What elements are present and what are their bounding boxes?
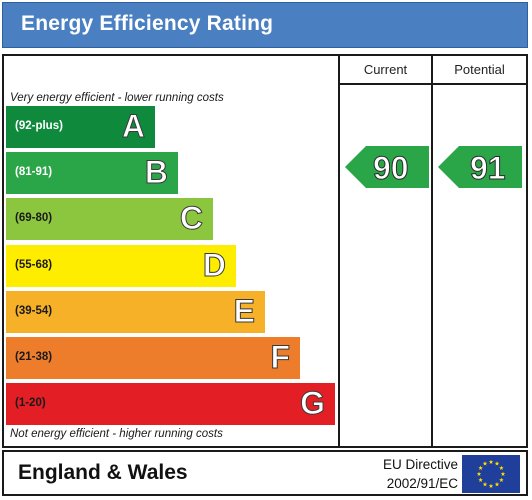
header-bar: Energy Efficiency Rating xyxy=(2,2,528,48)
band-letter: B xyxy=(144,154,168,191)
footer-country: England & Wales xyxy=(18,461,188,484)
band-d: (55-68) D xyxy=(6,244,236,287)
column-divider-potential xyxy=(431,54,433,448)
eu-star xyxy=(499,477,504,482)
potential-rating-value: 91 xyxy=(470,150,507,187)
band-range-label: (1-20) xyxy=(15,397,46,410)
eu-star xyxy=(494,481,500,487)
eu-star xyxy=(478,477,483,482)
eu-star xyxy=(488,459,494,464)
band-b: (81-91) B xyxy=(6,152,178,195)
eu-star xyxy=(494,461,500,466)
eu-star xyxy=(476,471,482,476)
caption-top: Very energy efficient - lower running co… xyxy=(10,92,224,104)
band-range-label: (69-80) xyxy=(15,212,53,225)
band-c: (69-80) C xyxy=(6,198,213,241)
band-range-label: (39-54) xyxy=(15,304,53,317)
band-letter: F xyxy=(270,339,291,376)
column-header-potential: Potential xyxy=(454,62,505,77)
band-f: (21-38) F xyxy=(6,337,300,379)
current-rating-arrow: 90 xyxy=(345,146,429,189)
eu-star xyxy=(482,481,488,487)
eu-flag-icon xyxy=(462,455,520,493)
eu-star xyxy=(500,471,506,476)
chart-frame xyxy=(2,54,528,448)
band-a: (92-plus) A xyxy=(6,106,155,148)
band-letter: C xyxy=(179,200,203,237)
band-letter: D xyxy=(202,246,226,283)
eu-star xyxy=(499,465,504,470)
footer-directive: EU Directive 2002/91/EC xyxy=(383,455,458,493)
eu-star xyxy=(488,483,494,488)
column-divider-current xyxy=(338,54,340,448)
band-letter: A xyxy=(121,108,145,145)
directive-line-1: EU Directive xyxy=(382,457,458,472)
band-e: (39-54) E xyxy=(6,290,265,333)
band-range-label: (21-38) xyxy=(15,351,53,363)
footer-bar: England & Wales EU Directive 2002/91/EC xyxy=(2,450,528,496)
band-range-label: (81-91) xyxy=(15,166,53,179)
eu-star xyxy=(482,461,488,466)
caption-bottom: Not energy efficient - higher running co… xyxy=(10,428,223,440)
column-header-current: Current xyxy=(363,62,408,77)
band-range-label: (92-plus) xyxy=(15,120,63,132)
band-range-label: (55-68) xyxy=(15,258,53,271)
chart-title: Energy Efficiency Rating xyxy=(21,12,274,35)
band-g: (1-20) G xyxy=(6,383,335,426)
directive-line-2: 2002/91/EC xyxy=(386,476,458,491)
band-letter: G xyxy=(300,385,326,422)
current-rating-value: 90 xyxy=(373,150,410,187)
band-letter: E xyxy=(233,292,255,329)
potential-rating-arrow: 91 xyxy=(438,146,522,189)
column-header-rule xyxy=(338,83,528,85)
eu-star xyxy=(478,465,483,470)
